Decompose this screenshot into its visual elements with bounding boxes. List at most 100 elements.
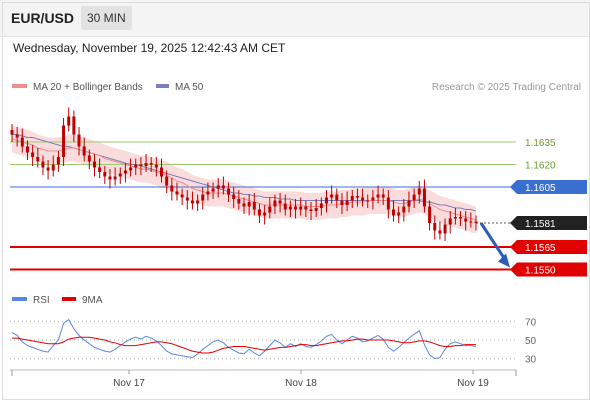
rsi-ma-line (12, 336, 476, 354)
candle-body (438, 230, 442, 234)
candle-body (433, 223, 437, 231)
candle-body (31, 152, 35, 157)
x-tick-label: Nov 18 (285, 378, 317, 389)
candle-body (180, 194, 184, 198)
candle-body (20, 137, 24, 147)
rsi-panel: 70 50 30 (10, 317, 537, 366)
rsi-tick-50: 50 (525, 336, 537, 347)
candle-body (211, 188, 215, 192)
candle-body (56, 157, 60, 165)
candle-body (41, 161, 45, 168)
level-1-1605-label: 1.1605 (525, 183, 556, 194)
candle-body (165, 176, 169, 186)
candle-body (252, 202, 256, 210)
level-1-1635-label: 1.1635 (525, 138, 556, 149)
candle-body (422, 188, 426, 207)
level-1-1581-tag (510, 216, 587, 230)
candle-body (453, 217, 457, 219)
candle-body (299, 206, 303, 210)
candle-body (206, 191, 210, 195)
x-tick-label: Nov 17 (113, 378, 145, 389)
candle-body (294, 206, 298, 210)
candle-body (428, 206, 432, 223)
candle-body (443, 224, 447, 234)
candle-body (103, 172, 107, 177)
candle-body (160, 167, 164, 177)
candle-body (98, 167, 102, 172)
candle-body (25, 146, 29, 153)
candle-body (314, 208, 318, 211)
candle-body (355, 196, 359, 198)
timeframe-badge[interactable]: 30 MIN (81, 6, 132, 30)
candle-body (366, 200, 370, 202)
symbol-title: EUR/USD (11, 10, 75, 26)
candle-body (134, 164, 138, 168)
ma50-legend-label: MA 50 (175, 82, 204, 93)
bollinger-band-fill (12, 125, 476, 234)
candle-body (185, 197, 189, 201)
candle-body (273, 200, 277, 207)
candle-body (309, 209, 313, 211)
candle-body (118, 173, 122, 177)
candle-body (82, 146, 86, 156)
candle-body (407, 200, 411, 207)
candle-body (464, 218, 468, 222)
candle-body (340, 200, 344, 205)
candle-body (62, 125, 66, 157)
candle-body (459, 217, 463, 219)
candle-body (376, 194, 380, 198)
x-tick-label: Nov 19 (457, 378, 489, 389)
candle-body (113, 176, 117, 180)
forecast-arrow (479, 222, 510, 268)
candle-body (417, 188, 421, 195)
candle-body (278, 200, 282, 204)
candle-body (247, 202, 251, 207)
level-1-1620-label: 1.1620 (525, 161, 556, 172)
candle-body (227, 188, 231, 195)
candle-body (196, 200, 200, 204)
level-1-1550-tag (510, 262, 587, 277)
candle-body (392, 209, 396, 216)
top-bar: EUR/USD 30 MIN (0, 0, 590, 37)
candle-body (72, 116, 76, 135)
bollinger-bands (12, 125, 476, 234)
candle-body (175, 191, 179, 195)
candle-body (330, 194, 334, 198)
candle-body (361, 197, 365, 201)
candle-body (335, 194, 339, 201)
candle-body (144, 163, 148, 166)
candle-body (474, 221, 478, 223)
candle-body (15, 134, 19, 138)
candle-body (319, 203, 323, 208)
candle-body (67, 116, 71, 126)
rsi-tick-70: 70 (525, 317, 537, 328)
rsi-legend-label: RSI (33, 295, 50, 306)
candle-body (232, 194, 236, 199)
candle-body (412, 194, 416, 201)
price-levels: 1.1635 1.1620 1.1605 1.1581 1.1565 1.1550 (10, 138, 587, 277)
candle-body (345, 200, 349, 205)
candle-body (324, 197, 328, 204)
candle-body (263, 212, 267, 216)
level-1-1550-label: 1.1550 (525, 266, 556, 277)
forecast-arrow-head (498, 253, 510, 268)
candle-body (448, 218, 452, 225)
candle-body (397, 212, 401, 216)
candle-body (87, 155, 91, 162)
candle-body (139, 164, 143, 166)
candle-body (36, 157, 40, 162)
x-axis: Nov 17 Nov 18 Nov 19 (11, 370, 517, 389)
rsi-line (11, 318, 477, 360)
candles (10, 107, 478, 241)
candle-body (304, 206, 308, 210)
candle-body (92, 161, 96, 168)
candle-body (221, 185, 225, 189)
candle-body (350, 196, 354, 201)
candle-body (51, 164, 55, 171)
candle-body (123, 170, 127, 174)
candle-body (381, 194, 385, 198)
candle-body (10, 130, 14, 135)
datetime-label: Wednesday, November 19, 2025 12:42:43 AM… (13, 41, 286, 55)
level-1-1565-label: 1.1565 (525, 243, 556, 254)
